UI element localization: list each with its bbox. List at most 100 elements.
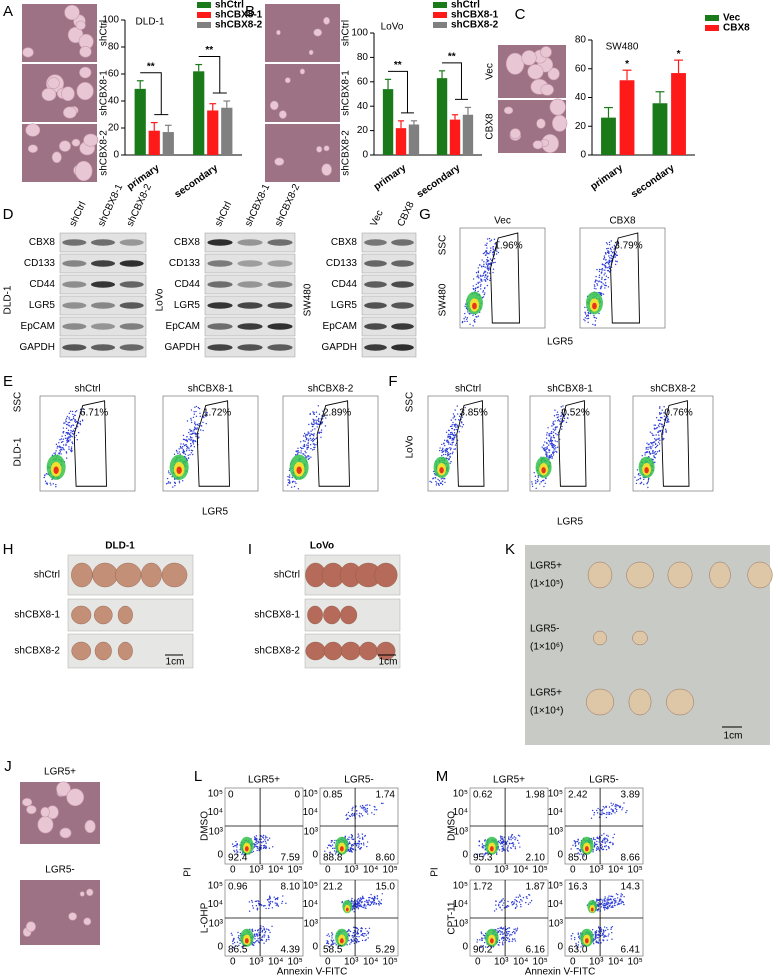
event-dot <box>474 321 476 323</box>
event-dot <box>373 903 375 905</box>
event-dot <box>449 425 452 428</box>
colony <box>25 123 41 137</box>
event-dot <box>327 943 330 945</box>
blot-strip <box>361 337 417 358</box>
event-dot <box>600 928 603 930</box>
event-dot <box>303 453 305 455</box>
event-dot <box>484 274 487 277</box>
event-dot <box>553 450 555 452</box>
event-dot <box>190 437 192 439</box>
event-dot <box>70 432 72 434</box>
y-tick-label: 0 <box>312 942 318 953</box>
event-dot <box>318 413 321 415</box>
event-dot <box>492 261 495 264</box>
event-dot <box>192 453 194 456</box>
event-dot <box>313 444 316 446</box>
event-dot <box>200 429 202 431</box>
event-dot <box>483 252 486 254</box>
quadrant-value: 92.4 <box>228 853 248 864</box>
event-dot <box>307 446 309 449</box>
event-dot <box>432 470 435 473</box>
event-dot <box>359 904 362 906</box>
event-dot <box>65 451 68 453</box>
colony <box>284 77 291 84</box>
event-dot <box>507 932 509 935</box>
event-dot <box>597 926 600 928</box>
event-dot <box>550 430 553 433</box>
event-dot <box>492 271 494 274</box>
event-dot <box>439 447 441 449</box>
quadrant-value: 5.29 <box>376 945 396 956</box>
event-dot <box>288 480 291 482</box>
event-dot <box>350 850 353 853</box>
event-dot <box>476 286 479 289</box>
bar <box>671 73 686 155</box>
event-dot <box>331 847 334 850</box>
event-dot <box>191 432 194 435</box>
event-dot <box>534 475 537 478</box>
event-dot <box>348 933 350 935</box>
event-dot <box>616 260 618 263</box>
event-dot <box>600 846 602 849</box>
colony <box>505 52 525 75</box>
event-dot <box>482 934 485 936</box>
event-dot <box>364 939 366 942</box>
event-dot <box>196 423 199 426</box>
colony <box>56 781 71 797</box>
quadrant-value: 6.16 <box>526 945 546 956</box>
event-dot <box>645 448 647 450</box>
event-dot <box>598 280 600 282</box>
event-dot <box>361 836 364 839</box>
event-dot <box>649 447 651 449</box>
event-dot <box>553 451 555 454</box>
event-dot <box>519 846 521 848</box>
event-dot <box>607 252 610 255</box>
event-dot <box>59 446 61 449</box>
event-dot <box>449 447 451 449</box>
event-dot <box>584 311 586 314</box>
event-dot <box>608 847 610 849</box>
event-dot <box>72 424 74 426</box>
event-dot <box>594 936 597 939</box>
event-dot <box>348 935 351 937</box>
event-dot <box>508 940 510 942</box>
event-dot <box>70 446 73 448</box>
event-dot <box>190 419 193 421</box>
event-dot <box>255 940 258 942</box>
event-dot <box>364 907 366 909</box>
blot-strip <box>204 274 296 295</box>
event-dot <box>448 443 450 445</box>
event-dot <box>602 848 604 851</box>
legend-swatch <box>197 12 211 18</box>
event-dot <box>70 435 72 438</box>
x-tick-label: 10³ <box>589 865 604 876</box>
protein-label: EpCAM <box>323 321 357 332</box>
event-dot <box>660 429 662 432</box>
event-dot <box>656 427 658 429</box>
event-dot <box>602 939 604 941</box>
blot-band <box>364 302 387 309</box>
event-dot <box>261 939 264 941</box>
quadrant-value: 14.3 <box>621 882 641 893</box>
colony <box>308 49 314 56</box>
blot-band <box>267 260 293 267</box>
panel-label: D <box>3 206 14 223</box>
event-dot <box>250 899 253 902</box>
event-dot <box>306 434 308 436</box>
y-tick-label: 0 <box>312 850 318 861</box>
significance-bracket <box>198 56 227 94</box>
y-tick-label: 0 <box>362 150 368 161</box>
event-dot <box>331 933 334 935</box>
event-dot <box>611 925 613 928</box>
event-dot <box>598 276 600 279</box>
event-dot <box>618 900 620 903</box>
event-dot <box>578 935 580 937</box>
event-dot <box>360 842 362 845</box>
x-tick-label: 10⁵ <box>288 865 303 876</box>
event-dot <box>647 448 649 450</box>
event-dot <box>199 412 201 414</box>
event-dot <box>506 937 509 940</box>
event-dot <box>461 416 464 418</box>
event-dot <box>67 429 70 432</box>
event-dot <box>349 848 352 850</box>
